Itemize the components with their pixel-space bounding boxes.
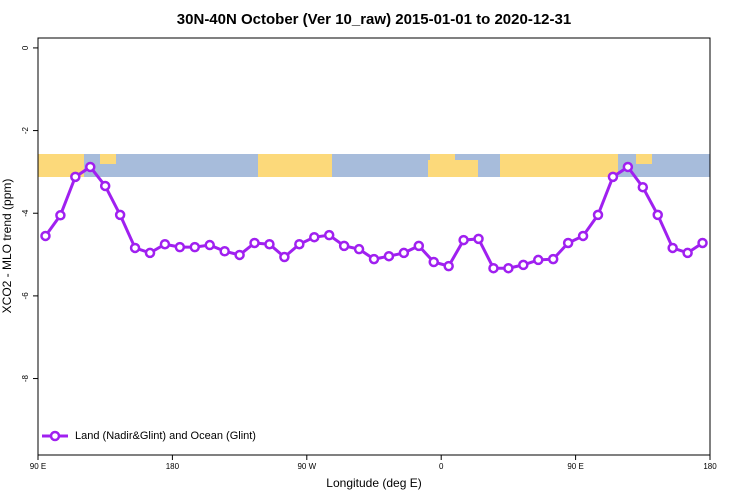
data-point <box>174 241 186 253</box>
data-point <box>607 171 619 183</box>
chart-title: 30N-40N October (Ver 10_raw) 2015-01-01 … <box>177 11 571 28</box>
data-point <box>398 247 410 259</box>
data-point <box>219 246 230 257</box>
data-point <box>353 243 365 255</box>
data-point <box>309 231 320 243</box>
map-band <box>38 154 710 177</box>
data-point <box>562 237 574 249</box>
data-point <box>129 242 141 254</box>
data-point <box>697 237 708 249</box>
land <box>428 160 478 177</box>
data-point <box>368 253 380 265</box>
data-point <box>70 171 81 183</box>
land <box>500 154 618 177</box>
plot-frame <box>37 37 711 456</box>
land <box>258 154 332 177</box>
data-point <box>667 242 678 254</box>
data-point <box>99 180 111 192</box>
land <box>430 154 455 160</box>
data-point <box>383 250 395 262</box>
data-point <box>458 234 469 246</box>
legend-marker <box>49 430 61 442</box>
data-point <box>204 239 215 251</box>
data-point <box>159 238 171 250</box>
x-tick-label: 0 <box>439 462 444 471</box>
data-point <box>85 161 96 173</box>
data-point <box>533 254 544 266</box>
data-point <box>40 230 51 242</box>
data-point <box>249 237 260 249</box>
x-tick-label: 90 W <box>297 462 316 471</box>
data-point <box>682 247 693 259</box>
data-point <box>622 161 634 173</box>
x-tick-label: 180 <box>703 462 717 471</box>
series-line <box>44 164 704 270</box>
data-point <box>338 240 350 252</box>
data-point <box>264 238 275 250</box>
y-tick-label: -4 <box>21 209 30 217</box>
data-point <box>503 262 514 274</box>
land <box>38 154 84 177</box>
x-tick-label: 180 <box>166 462 180 471</box>
data-point <box>652 209 663 221</box>
land <box>100 154 116 164</box>
y-tick-label: -8 <box>21 374 30 382</box>
data-point <box>323 229 335 241</box>
data-point <box>144 247 156 259</box>
y-tick-label: -6 <box>21 292 30 300</box>
data-point <box>428 256 439 268</box>
data-point <box>473 233 484 245</box>
legend-label: Land (Nadir&Glint) and Ocean (Glint) <box>75 430 256 442</box>
data-point <box>443 260 454 272</box>
data-point <box>114 209 126 221</box>
data-point <box>234 249 245 261</box>
data-point <box>518 259 529 271</box>
data-point <box>547 253 559 265</box>
data-point <box>294 238 305 250</box>
y-tick-label: -2 <box>21 126 30 134</box>
x-tick-label: 90 E <box>30 462 46 471</box>
data-point <box>413 240 425 252</box>
data-point <box>189 241 201 253</box>
data-point <box>279 251 290 263</box>
y-axis-label: XCO2 - MLO trend (ppm) <box>0 179 14 314</box>
data-point <box>577 230 589 242</box>
y-tick-label: 0 <box>21 45 30 50</box>
x-axis-label: Longitude (deg E) <box>326 476 421 490</box>
data-point <box>592 209 604 221</box>
data-point <box>55 210 66 221</box>
data-point <box>488 262 499 274</box>
land <box>636 154 652 164</box>
x-tick-label: 90 E <box>567 462 583 471</box>
data-point <box>637 181 649 193</box>
